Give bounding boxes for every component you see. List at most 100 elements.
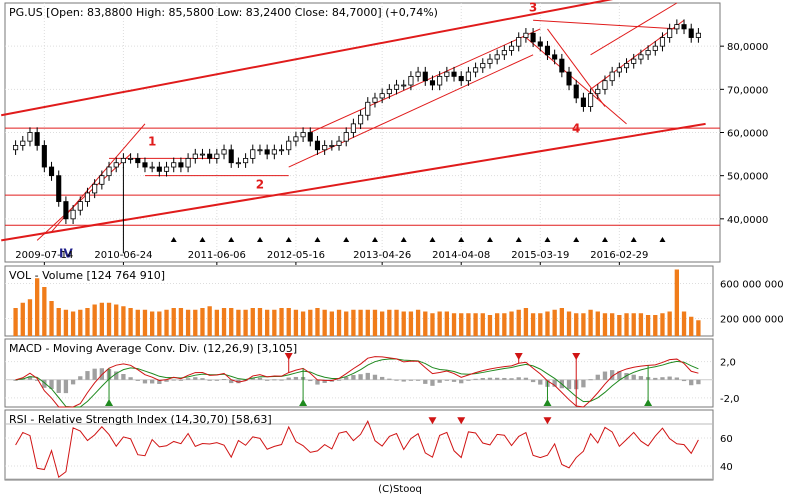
macd-signal-markers — [105, 353, 653, 407]
volume-bar — [394, 309, 399, 336]
macd-histogram-bar — [689, 379, 694, 386]
volume-bar — [674, 269, 679, 336]
macd-buy-marker — [543, 399, 552, 406]
macd-histogram-bar — [401, 379, 406, 382]
macd-histogram-bar — [63, 379, 69, 394]
candle-body — [128, 157, 134, 160]
macd-histogram-bar — [631, 374, 636, 380]
macd-histogram-bar — [236, 379, 241, 384]
candle-body — [552, 54, 558, 60]
volume-bar — [121, 306, 126, 336]
candle-body — [429, 80, 436, 86]
volume-bar — [221, 308, 227, 336]
candle-body — [573, 84, 579, 99]
marker-triangle — [170, 237, 177, 242]
macd-histogram-bar — [114, 371, 119, 380]
volume-bar — [610, 313, 615, 336]
volume-bar — [451, 313, 457, 336]
macd-histogram-bar — [85, 371, 90, 380]
price-x-tick-label: 2010-06-24 — [94, 250, 152, 261]
volume-bar — [516, 309, 521, 336]
candle-body — [257, 149, 263, 152]
macd-y-tick-label: -2,0 — [720, 394, 740, 405]
volume-bar — [250, 308, 255, 336]
candle-body — [444, 71, 450, 77]
macd-histogram-bar — [444, 379, 449, 381]
candle-body — [13, 145, 19, 151]
price-x-tick-label: 2009-07-14 — [15, 250, 73, 261]
volume-bar — [653, 315, 658, 336]
volume-bar — [315, 308, 320, 336]
candle-body — [343, 132, 349, 142]
candle-body — [27, 132, 33, 142]
candle-body — [329, 145, 335, 147]
macd-histogram-bar — [322, 379, 327, 383]
macd-histogram-bar — [336, 379, 342, 381]
rsi-polyline — [15, 420, 699, 479]
macd-histogram-bar — [279, 379, 284, 381]
candle-body — [595, 88, 601, 95]
candle-body — [616, 67, 622, 73]
wave-label: IV — [59, 247, 73, 261]
wave-label: 4 — [572, 122, 580, 136]
macd-header: MACD - Moving Average Conv. Div. (12,26,… — [9, 342, 297, 355]
macd-histogram-bar — [624, 373, 629, 380]
macd-sell-marker — [514, 353, 523, 360]
price-x-tick-label: 2011-06-06 — [188, 250, 246, 261]
macd-sell-marker — [284, 353, 293, 360]
macd-histogram-bar — [178, 379, 184, 381]
candle-body — [530, 32, 536, 43]
macd-histogram-bar — [200, 378, 205, 380]
macd-histogram-bar — [681, 379, 687, 382]
candle-body — [602, 80, 608, 90]
candle-body — [221, 149, 227, 155]
rsi-y-ticks: 40 60 — [720, 434, 733, 473]
candle-body — [494, 54, 500, 60]
macd-histogram-bar — [610, 370, 615, 380]
volume-bar — [272, 309, 277, 336]
rsi-overbought-marker — [457, 417, 466, 425]
candle-body — [106, 166, 112, 177]
volume-bar — [444, 311, 449, 336]
candle-body — [559, 58, 565, 73]
macd-y-tick-label: 2,0 — [720, 358, 736, 369]
candle-body — [465, 71, 471, 82]
macd-histogram-bar — [387, 378, 392, 380]
macd-histogram-bar — [250, 377, 255, 380]
candle-body — [473, 67, 479, 73]
volume-bar — [308, 309, 313, 336]
main-channel-lower — [1, 122, 706, 242]
rsi-overbought-marker — [543, 417, 552, 425]
volume-bar — [336, 309, 342, 336]
volume-bar — [696, 320, 701, 336]
macd-histogram-bar — [221, 378, 227, 380]
marker-triangle — [630, 237, 637, 242]
macd-histogram-bar — [358, 374, 363, 380]
volume-bar — [631, 313, 636, 336]
candle-body — [156, 166, 162, 172]
candle-body — [163, 166, 170, 172]
rsi-y-tick-label: 60 — [720, 434, 733, 445]
candle-body — [652, 45, 658, 51]
marker-triangle — [544, 237, 551, 242]
volume-bar — [63, 309, 69, 336]
volume-bar — [538, 313, 543, 336]
candle-body — [609, 71, 615, 82]
candle-body — [681, 24, 687, 30]
macd-histogram-bar — [423, 379, 428, 384]
volume-bar — [487, 315, 493, 336]
candle-body — [358, 114, 364, 125]
candle-body — [171, 162, 177, 168]
candle-body — [516, 37, 522, 47]
wave-label: 3 — [529, 1, 537, 15]
candle-body — [386, 88, 392, 95]
macd-histogram-bar — [49, 379, 54, 390]
volume-bar — [35, 278, 40, 336]
candle-body — [314, 140, 321, 151]
candle-body — [674, 24, 680, 30]
candle-body — [437, 75, 443, 86]
volume-bar — [523, 308, 529, 336]
volume-bar — [401, 311, 406, 336]
candle-body — [667, 28, 673, 38]
